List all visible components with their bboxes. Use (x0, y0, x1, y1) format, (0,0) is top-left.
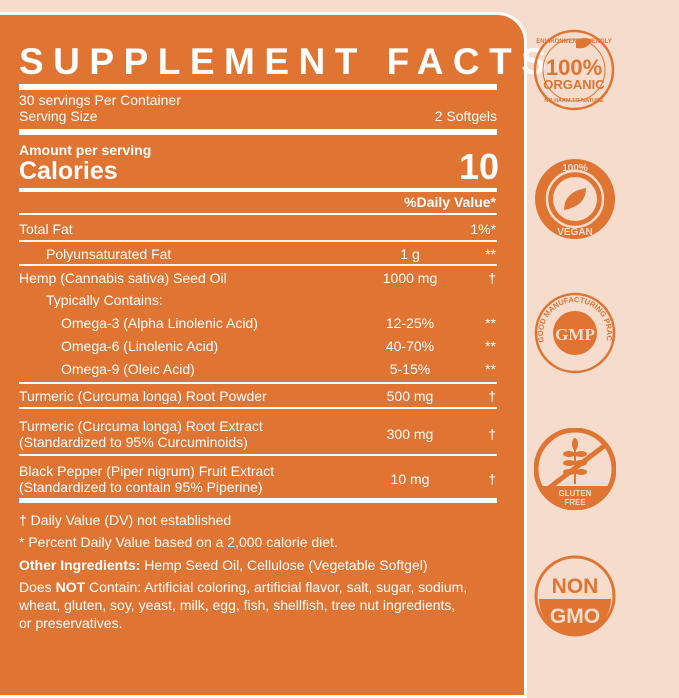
divider (19, 129, 497, 135)
nutrient-name: Omega-9 (Oleic Acid) (61, 361, 195, 377)
gmp-badge: GOOD MANUFACTURING PRACTICE GMP (534, 292, 616, 374)
nutrient-name: Typically Contains: (46, 292, 163, 308)
wheat-icon (563, 438, 587, 484)
calories-label: Calories (19, 157, 118, 185)
gluten-free-badge: GLUTEN FREE (534, 428, 616, 510)
leaf-icon (576, 38, 592, 49)
amount-per-serving: Amount per serving (19, 142, 152, 158)
nutrient-amount: 40-70% (385, 338, 435, 354)
nutrient-daily-value: † (488, 471, 496, 487)
nutrient-amount: 5-15% (389, 361, 431, 377)
organic-main-text: 100% (546, 55, 602, 80)
nutrient-daily-value: 1%* (470, 221, 496, 237)
footnote-percent: * Percent Daily Value based on a 2,000 c… (19, 534, 338, 550)
non-gmo-badge: NON GMO (534, 555, 616, 637)
does-not-contain: Does NOT Contain: Artificial coloring, a… (19, 579, 467, 595)
divider (19, 454, 497, 456)
does-not-text: Contain: Artificial coloring, artificial… (85, 579, 468, 595)
divider (19, 213, 497, 215)
divider (19, 240, 497, 242)
nutrient-amount: 12-25% (385, 315, 435, 331)
nutrient-daily-value: ** (485, 246, 496, 262)
does-label: Does (19, 579, 56, 595)
divider (19, 498, 497, 503)
gmp-text: GMP (555, 325, 595, 344)
nutrient-name: Turmeric (Curcuma longa) Root Extract (19, 418, 263, 434)
does-not-contain-line2: wheat, gluten, soy, yeast, milk, egg, fi… (19, 597, 456, 613)
calories-value: 10 (458, 146, 499, 187)
other-ingredients: Other Ingredients: Hemp Seed Oil, Cellul… (19, 557, 428, 573)
organic-badge: ENVIRONMENT FRIENDLY 100% ORGANIC NO HAR… (533, 29, 615, 111)
nutrient-daily-value: † (488, 388, 496, 404)
gluten-text: GLUTEN (559, 489, 592, 498)
nutrient-daily-value: † (488, 270, 496, 286)
nutrient-daily-value: ** (485, 338, 496, 354)
serving-size-label: Serving Size (19, 108, 98, 124)
nutrient-name: Omega-3 (Alpha Linolenic Acid) (61, 315, 258, 331)
nutrient-daily-value: ** (485, 315, 496, 331)
does-not-contain-line3: or preservatives. (19, 615, 123, 631)
divider (19, 188, 497, 192)
nutrient-amount: 300 mg (386, 426, 434, 442)
nutrient-amount: 1000 mg (382, 270, 438, 286)
footnote-dv: † Daily Value (DV) not established (19, 512, 232, 528)
nutrient-name: Black Pepper (Piper nigrum) Fruit Extrac… (19, 463, 275, 479)
supplement-facts-panel (0, 12, 527, 698)
free-text: FREE (564, 498, 586, 507)
vegan-badge: 100% VEGAN (535, 159, 615, 239)
gmo-text: GMO (550, 605, 600, 628)
servings-per-container: 30 servings Per Container (19, 92, 181, 108)
leaf-icon (564, 188, 586, 210)
organic-bottom-text: NO HARM TO NATURE (544, 98, 604, 104)
other-ingredients-label: Other Ingredients: (19, 557, 141, 573)
panel-title: SUPPLEMENT FACTS (19, 41, 556, 82)
vegan-bottom-text: VEGAN (557, 227, 593, 238)
non-text: NON (552, 575, 599, 598)
nutrient-name: Omega-6 (Linolenic Acid) (61, 338, 219, 354)
nutrient-name-detail: (Standardized to contain 95% Piperine) (19, 479, 263, 495)
nutrient-name: Polyunsaturated Fat (46, 246, 172, 262)
nutrient-amount: 10 mg (390, 471, 430, 487)
serving-size-value: 2 Softgels (434, 108, 497, 124)
nutrient-name: Hemp (Cannabis sativa) Seed Oil (19, 270, 227, 286)
nutrient-daily-value: ** (485, 361, 496, 377)
divider (19, 264, 497, 266)
other-ingredients-text: Hemp Seed Oil, Cellulose (Vegetable Soft… (140, 557, 428, 573)
nutrient-amount: 500 mg (386, 388, 434, 404)
nutrient-amount: 1 g (400, 246, 420, 262)
organic-top-text: ENVIRONMENT FRIENDLY (536, 39, 611, 45)
vegan-top-text: 100% (562, 163, 588, 174)
daily-value-header: %Daily Value* (404, 194, 496, 210)
nutrient-daily-value: † (488, 426, 496, 442)
divider (19, 407, 497, 409)
nutrient-name: Turmeric (Curcuma longa) Root Powder (19, 388, 267, 404)
nutrient-name: Total Fat (19, 221, 73, 237)
nutrient-name-detail: (Standardized to 95% Curcuminoids) (19, 434, 248, 450)
not-label: NOT (55, 579, 86, 595)
divider (19, 84, 497, 90)
divider (19, 382, 497, 384)
organic-word: ORGANIC (543, 77, 605, 92)
